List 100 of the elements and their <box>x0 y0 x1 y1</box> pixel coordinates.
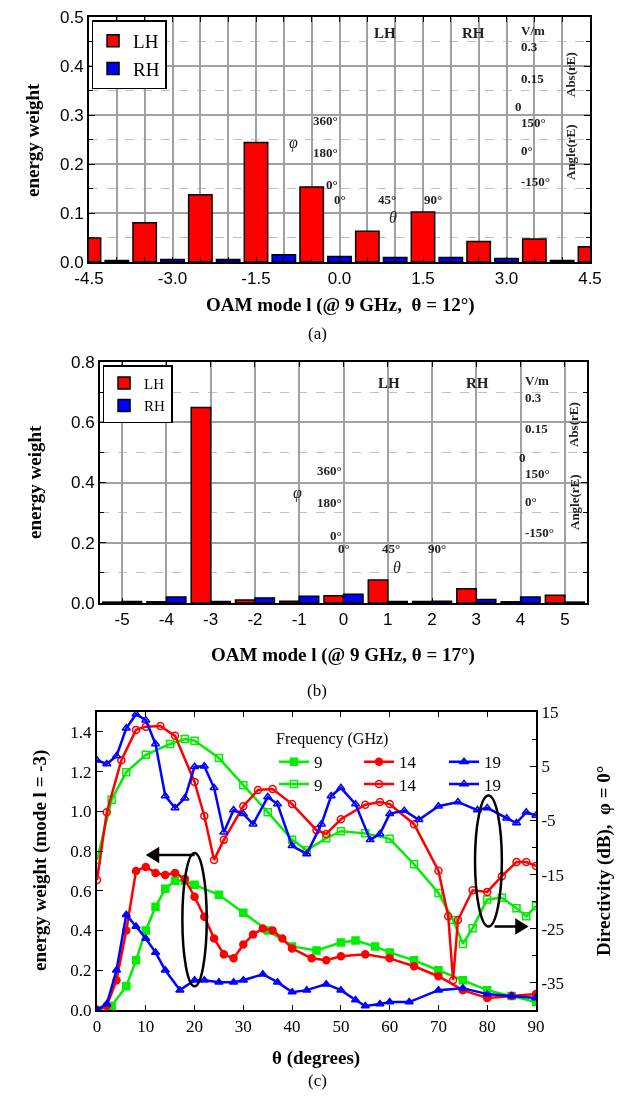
annotation: LH <box>378 375 400 391</box>
x-tick-label: 0 <box>92 1017 102 1037</box>
y2-tick-label: -15 <box>541 865 565 885</box>
annotation: V/m <box>521 23 545 38</box>
y-axis-title: energy weight (mode l = -3) <box>29 749 51 971</box>
y-tick-label: 1.4 <box>70 722 93 742</box>
x-tick-label: 70 <box>429 1017 447 1037</box>
y-tick-label: 0.0 <box>70 1000 92 1020</box>
y-tick-label: 0.4 <box>70 921 93 941</box>
legend-label: 9 <box>314 775 323 795</box>
y-tick-label: 1.2 <box>70 762 92 782</box>
annotation: -150° <box>525 525 555 540</box>
y-tick-label: 0.6 <box>70 413 95 433</box>
x-tick-label: 0.0 <box>327 269 352 289</box>
x-tick-label: 40 <box>283 1017 301 1037</box>
legend-label: LH <box>133 31 159 53</box>
annotation: Angle(rE) <box>563 124 578 180</box>
y-tick-label: 0.8 <box>70 352 95 372</box>
x-tick-label: 30 <box>234 1017 252 1037</box>
x-tick-label: 3 <box>471 610 482 630</box>
annotation: 0 <box>515 99 522 114</box>
y2-tick-label: -5 <box>541 811 556 831</box>
x-tick-label: 90 <box>527 1017 545 1037</box>
annotation: 360° <box>317 463 342 478</box>
annotation: 45° <box>382 541 401 556</box>
annotation: LH <box>374 25 396 41</box>
x-tick-label: 2 <box>427 610 437 630</box>
x-tick-label: -4.5 <box>74 269 104 289</box>
legend-title: Frequency (GHz) <box>276 730 389 749</box>
y-tick-label: 0.0 <box>70 593 95 613</box>
x-tick-label: -3.0 <box>157 269 188 289</box>
annotation: 90° <box>428 541 447 556</box>
x-tick-label: 20 <box>186 1017 204 1037</box>
x-tick-label: 4 <box>515 610 526 630</box>
y-tick-label: 0.6 <box>70 881 92 901</box>
x-tick-label: 10 <box>137 1017 155 1037</box>
x-tick-label: 3.0 <box>494 269 519 289</box>
y2-tick-label: -35 <box>541 973 565 993</box>
y-tick-label: 0.4 <box>59 56 84 76</box>
text: (b) <box>307 681 327 700</box>
x-tick-label: -1 <box>291 610 307 630</box>
x-tick-label: -3 <box>203 610 219 630</box>
legend-label: 14 <box>399 753 417 773</box>
annotation: 0.15 <box>525 421 549 436</box>
annotation: Abs(rE) <box>566 402 581 447</box>
annotation: -150° <box>521 174 551 189</box>
annotation: 0.15 <box>521 71 545 86</box>
annotation: RH <box>462 25 485 41</box>
annotation: θ <box>389 209 397 226</box>
y-tick-label: 0.1 <box>59 203 84 223</box>
y-tick-label: 0.4 <box>70 473 95 493</box>
annotation: 0° <box>330 528 342 543</box>
y-tick-label: 0.0 <box>59 252 84 272</box>
x-axis-title: θ (degrees) <box>272 1047 361 1069</box>
x-tick-label: 80 <box>478 1017 496 1037</box>
annotation: 0° <box>525 494 537 509</box>
x-tick-label: 4.5 <box>578 269 602 289</box>
legend-label: LH <box>144 375 165 392</box>
y2-tick-label: 5 <box>541 757 550 777</box>
y2-tick-label: -25 <box>541 919 565 939</box>
y-tick-label: 0.2 <box>70 961 92 981</box>
annotation: 0° <box>521 143 533 158</box>
annotation: 0° <box>326 177 338 192</box>
legend-label: 19 <box>484 775 501 795</box>
x-tick-label: -5 <box>114 610 130 630</box>
text: (a) <box>308 324 327 343</box>
annotation: 0.3 <box>525 390 542 405</box>
annotation: Abs(rE) <box>563 52 578 97</box>
y-tick-label: 0.2 <box>70 533 95 553</box>
x-tick-label: 1.5 <box>411 269 435 289</box>
y-tick-label: 0.2 <box>59 154 84 174</box>
x-tick-label: -4 <box>158 610 174 630</box>
annotation: V/m <box>525 373 549 388</box>
legend-label: 9 <box>314 753 323 773</box>
y-axis-title: energy weight <box>24 424 45 539</box>
x-axis-title: OAM mode l (@ 9 GHz, θ = 17°) <box>211 644 475 666</box>
y-tick-label: 1.0 <box>70 802 92 822</box>
annotation: φ <box>289 134 298 152</box>
legend-label: 14 <box>399 775 417 795</box>
annotation: φ <box>293 484 302 502</box>
annotation: 45° <box>378 192 397 207</box>
y2-tick-label: 15 <box>541 702 559 722</box>
x-tick-label: 5 <box>560 610 570 630</box>
x-tick-label: 0 <box>338 610 349 630</box>
annotation: 360° <box>313 113 338 128</box>
y-tick-label: 0.3 <box>59 105 84 125</box>
annotation: 0° <box>338 541 350 556</box>
annotation: 90° <box>424 192 443 207</box>
annotation: 0 <box>519 450 526 465</box>
annotation: 150° <box>521 115 546 130</box>
annotation: 0.3 <box>521 39 538 54</box>
x-axis-title: OAM mode l (@ 9 GHz, θ = 12°) <box>206 294 475 316</box>
annotation: 150° <box>525 466 550 481</box>
annotation: 0° <box>334 192 346 207</box>
x-tick-label: 1 <box>383 610 393 630</box>
x-tick-label: -1.5 <box>241 269 271 289</box>
legend-label: RH <box>133 58 160 80</box>
annotation: 180° <box>317 495 342 510</box>
annotation: θ <box>393 559 401 576</box>
x-tick-label: 60 <box>381 1017 399 1037</box>
